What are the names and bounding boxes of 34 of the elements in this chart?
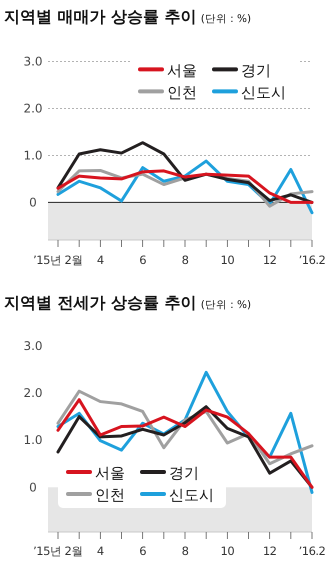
- x-tick-label: 12: [262, 253, 277, 267]
- y-tick-label: 0: [29, 195, 37, 210]
- chart-subtitle: (단위 : %): [200, 299, 252, 311]
- x-tick-label: 4: [96, 253, 104, 267]
- y-tick-label: 2.0: [23, 386, 43, 400]
- x-tick-label: ’15년 2월: [33, 544, 83, 558]
- x-tick-label: ’15년 2월: [33, 253, 83, 267]
- x-tick-label: 10: [220, 544, 234, 558]
- x-tick-label: 12: [262, 544, 277, 558]
- legend-label: 경기: [169, 464, 199, 482]
- legend-label: 경기: [241, 61, 271, 80]
- chart-subtitle: (단위 : %): [200, 13, 252, 25]
- legend-label: 서울: [167, 61, 197, 80]
- y-tick-label: 1.0: [23, 433, 43, 448]
- legend-label: 신도시: [169, 486, 214, 504]
- y-tick-label: 1.0: [23, 148, 43, 162]
- legend-label: 신도시: [241, 83, 286, 102]
- chart-title: 지역별 매매가 상승률 추이: [4, 7, 197, 26]
- x-tick-label: 8: [182, 544, 189, 558]
- x-tick-label: 6: [139, 544, 146, 558]
- x-tick-label: ’16.2: [298, 253, 326, 267]
- x-tick-label: ’16.2: [298, 544, 326, 558]
- x-tick-label: 10: [220, 253, 234, 267]
- legend-label: 인천: [95, 486, 125, 504]
- y-tick-label: 3.0: [23, 54, 43, 68]
- legend-label: 인천: [167, 83, 197, 102]
- legend-label: 서울: [95, 464, 125, 482]
- x-tick-label: 4: [96, 544, 104, 558]
- x-tick-label: 8: [182, 253, 189, 267]
- y-tick-label: 0: [29, 480, 37, 494]
- y-tick-label: 3.0: [23, 339, 43, 353]
- x-tick-label: 6: [139, 253, 146, 267]
- chart-title: 지역별 전세가 상승률 추이: [4, 293, 197, 312]
- y-tick-label: 2.0: [23, 101, 43, 116]
